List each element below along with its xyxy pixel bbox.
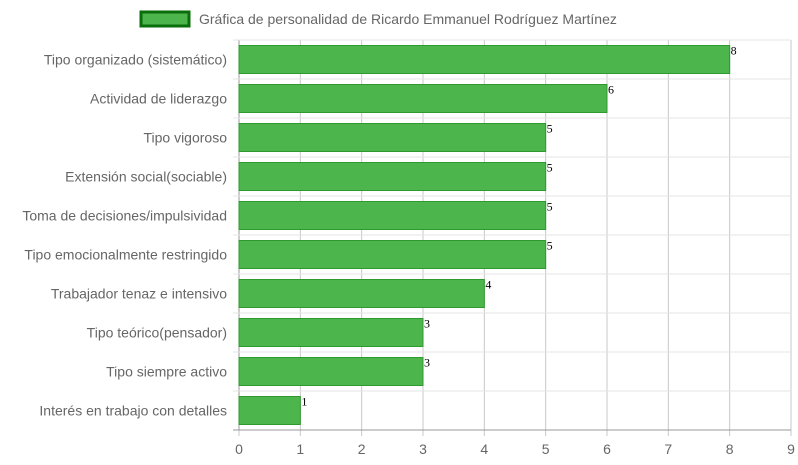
bar-value-labels: 8 6 5 5 5 5 4 3 3 1	[301, 44, 736, 409]
bar[interactable]	[238, 84, 608, 113]
chart-legend[interactable]: Gráfica de personalidad de Ricardo Emman…	[139, 10, 617, 28]
y-axis-labels: Tipo organizado (sistemático) Actividad d…	[22, 52, 227, 419]
chart-bars	[238, 45, 731, 425]
y-axis-label: Interés en trabajo con detalles	[39, 403, 227, 419]
y-axis-label: Tipo emocionalmente restringido	[24, 247, 227, 263]
bar-value-label: 5	[547, 122, 553, 136]
bar[interactable]	[238, 45, 731, 74]
bar[interactable]	[238, 357, 424, 386]
bar[interactable]	[238, 240, 547, 269]
x-tick-label: 3	[419, 441, 427, 457]
y-axis-label: Tipo teórico(pensador)	[87, 325, 227, 341]
bar[interactable]	[238, 201, 547, 230]
bar-value-label: 3	[424, 317, 430, 331]
bar-value-label: 5	[547, 239, 553, 253]
x-tick-label: 5	[542, 441, 550, 457]
x-tick-label: 4	[480, 441, 488, 457]
legend-label: Gráfica de personalidad de Ricardo Emman…	[199, 11, 617, 27]
y-axis-label: Tipo vigoroso	[143, 130, 227, 146]
legend-swatch	[139, 10, 191, 28]
x-tick-label: 2	[358, 441, 366, 457]
x-tick-label: 0	[235, 441, 243, 457]
bar[interactable]	[238, 396, 301, 425]
bar-value-label: 5	[547, 161, 553, 175]
x-tick-label: 8	[726, 441, 734, 457]
bar-value-label: 1	[301, 395, 307, 409]
y-axis-label: Trabajador tenaz e intensivo	[51, 286, 227, 302]
bar-value-label: 8	[731, 44, 737, 58]
y-axis-label: Tipo organizado (sistemático)	[44, 52, 227, 68]
y-axis-label: Extensión social(sociable)	[65, 169, 227, 185]
y-axis-label: Actividad de liderazgo	[90, 91, 227, 107]
x-tick-label: 7	[664, 441, 672, 457]
bar-value-label: 5	[547, 200, 553, 214]
bar[interactable]	[238, 318, 424, 347]
x-tick-label: 1	[296, 441, 304, 457]
bar[interactable]	[238, 162, 547, 191]
y-axis-label: Toma de decisiones/impulsividad	[22, 208, 227, 224]
y-axis-label: Tipo siempre activo	[106, 364, 227, 380]
bar-value-label: 4	[485, 278, 491, 292]
bar-value-label: 6	[608, 83, 614, 97]
x-tick-label: 9	[787, 441, 795, 457]
bar[interactable]	[238, 279, 485, 308]
x-tick-label: 6	[603, 441, 611, 457]
bar-value-label: 3	[424, 356, 430, 370]
x-axis-ticks: 0 1 2 3 4 5 6 7 8 9	[235, 441, 795, 457]
bar[interactable]	[238, 123, 547, 152]
